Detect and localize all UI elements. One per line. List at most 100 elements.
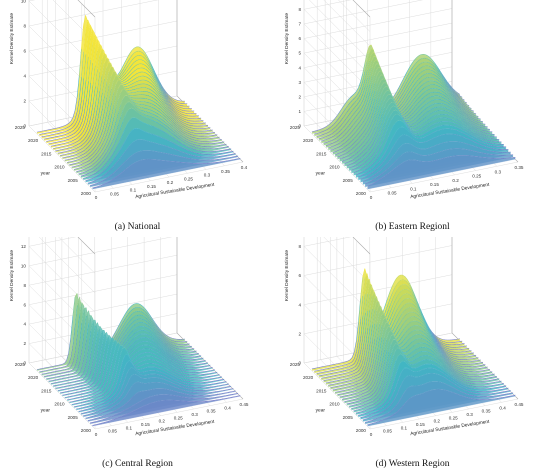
surface-ridge bbox=[392, 161, 395, 165]
surface-ridge bbox=[189, 154, 192, 156]
surface-ridge bbox=[84, 161, 87, 164]
surface-ridge bbox=[166, 95, 169, 100]
surface-ridge bbox=[146, 337, 149, 339]
surface-ridge bbox=[129, 309, 133, 312]
surface-ridge bbox=[167, 336, 171, 338]
surface-ridge bbox=[172, 101, 175, 104]
surface-ridge bbox=[458, 117, 461, 120]
surface-ridge bbox=[355, 173, 359, 176]
surface-ridge bbox=[157, 95, 160, 98]
surface-ridge bbox=[433, 111, 436, 113]
surface-ridge bbox=[158, 361, 161, 364]
surface-ridge bbox=[360, 142, 364, 146]
surface-ridge bbox=[467, 128, 470, 130]
surface-ridge bbox=[92, 400, 96, 403]
surface-ridge bbox=[94, 152, 98, 156]
surface-ridge bbox=[149, 329, 153, 333]
surface-ridge bbox=[415, 146, 418, 149]
surface-ridge bbox=[179, 373, 182, 376]
surface-ridge bbox=[134, 46, 137, 49]
surface-ridge bbox=[473, 125, 476, 128]
surface-ridge bbox=[156, 119, 159, 121]
surface-ridge bbox=[169, 357, 173, 360]
surface-ridge bbox=[154, 363, 157, 365]
surface-ridge bbox=[400, 79, 404, 85]
surface-ridge bbox=[177, 111, 180, 114]
surface-ridge bbox=[148, 334, 151, 337]
surface-ridge bbox=[105, 144, 109, 150]
surface-ridge bbox=[333, 122, 336, 126]
surface-ridge bbox=[175, 110, 178, 113]
surface-ridge bbox=[69, 143, 73, 145]
surface-ridge bbox=[92, 46, 96, 63]
surface-ridge bbox=[360, 80, 364, 88]
surface-ridge bbox=[158, 94, 162, 99]
surface-ridge bbox=[149, 69, 153, 74]
surface-ridge bbox=[95, 368, 99, 377]
surface-ridge bbox=[136, 160, 139, 162]
surface-ridge bbox=[449, 84, 452, 88]
surface-ridge bbox=[164, 113, 167, 116]
x-tick-label: 0 bbox=[370, 195, 373, 200]
surface-ridge bbox=[83, 397, 87, 400]
surface-ridge bbox=[170, 101, 174, 104]
surface-ridge bbox=[84, 123, 87, 130]
surface-ridge bbox=[395, 120, 399, 123]
surface-ridge bbox=[175, 371, 178, 374]
surface-ridge bbox=[121, 324, 125, 329]
surface-ridge bbox=[436, 67, 440, 71]
surface-ridge bbox=[376, 155, 380, 160]
surface-ridge bbox=[115, 80, 119, 85]
surface-ridge bbox=[172, 363, 175, 365]
surface-ridge bbox=[156, 122, 160, 124]
surface-ridge bbox=[471, 132, 475, 135]
surface-ridge bbox=[477, 127, 480, 130]
surface-ridge bbox=[416, 79, 419, 82]
surface-ridge bbox=[175, 135, 179, 138]
surface-ridge bbox=[147, 64, 150, 68]
surface-ridge bbox=[476, 121, 480, 124]
surface-ridge bbox=[89, 132, 92, 137]
surface-ridge bbox=[124, 329, 127, 334]
surface-ridge bbox=[134, 152, 137, 154]
surface-ridge bbox=[143, 113, 147, 116]
surface-ridge bbox=[143, 329, 147, 332]
surface-ridge bbox=[128, 315, 131, 319]
surface-ridge bbox=[155, 76, 159, 81]
surface-ridge bbox=[459, 110, 463, 113]
surface-ridge bbox=[442, 75, 446, 79]
surface-ridge bbox=[394, 99, 398, 103]
surface-ridge bbox=[176, 103, 180, 106]
surface-ridge bbox=[435, 122, 439, 124]
surface-ridge bbox=[141, 368, 144, 370]
surface-ridge bbox=[388, 102, 392, 106]
surface-ridge bbox=[104, 178, 108, 180]
surface-ridge bbox=[119, 68, 122, 73]
surface-ridge bbox=[438, 151, 442, 153]
surface-ridge bbox=[77, 152, 80, 155]
surface-ridge bbox=[410, 128, 413, 130]
surface-ridge bbox=[128, 70, 131, 74]
surface-ridge bbox=[98, 135, 102, 141]
surface-ridge bbox=[88, 399, 91, 401]
surface-ridge bbox=[88, 369, 92, 377]
surface-ridge bbox=[141, 110, 144, 112]
surface-ridge bbox=[157, 358, 161, 361]
surface-ridge bbox=[456, 98, 459, 101]
surface-ridge bbox=[452, 92, 455, 95]
surface-ridge bbox=[169, 352, 172, 355]
surface-ridge bbox=[452, 98, 456, 102]
surface-ridge bbox=[174, 106, 178, 109]
surface-ridge bbox=[430, 66, 434, 69]
surface-ridge bbox=[325, 144, 328, 146]
surface-ridge bbox=[102, 334, 105, 345]
surface-ridge bbox=[156, 92, 160, 96]
surface-ridge bbox=[147, 95, 150, 97]
surface-ridge bbox=[404, 118, 408, 120]
surface-ridge bbox=[77, 164, 81, 166]
surface-ridge bbox=[163, 349, 166, 352]
surface-ridge bbox=[134, 319, 138, 321]
surface-ridge bbox=[438, 72, 442, 76]
surface-ridge bbox=[168, 342, 171, 345]
surface-ridge bbox=[169, 135, 173, 138]
